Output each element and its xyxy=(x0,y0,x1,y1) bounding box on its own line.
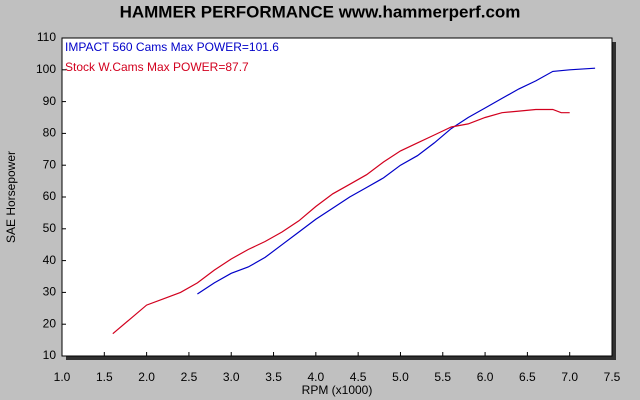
y-tick-label: 60 xyxy=(43,189,57,203)
y-tick-label: 70 xyxy=(43,157,57,171)
y-tick-label: 40 xyxy=(43,253,57,267)
x-tick-label: 1.0 xyxy=(54,370,71,384)
y-axis-title: SAE Horsepower xyxy=(4,151,18,243)
x-tick-label: 2.5 xyxy=(181,370,198,384)
x-tick-label: 4.5 xyxy=(350,370,367,384)
x-tick-label: 6.5 xyxy=(519,370,536,384)
y-tick-label: 90 xyxy=(43,94,57,108)
x-tick-label: 7.5 xyxy=(604,370,621,384)
chart-title: HAMMER PERFORMANCE www.hammerperf.com xyxy=(120,2,521,21)
x-tick-label: 4.0 xyxy=(308,370,325,384)
x-tick-label: 7.0 xyxy=(561,370,578,384)
series-line xyxy=(112,108,570,335)
series-line xyxy=(197,67,596,295)
x-tick-label: 3.0 xyxy=(223,370,240,384)
legend-label: IMPACT 560 Cams Max POWER=101.6 xyxy=(65,40,279,54)
y-tick-label: 110 xyxy=(37,30,56,44)
y-tick-label: 50 xyxy=(43,221,57,235)
y-tick-label: 30 xyxy=(43,285,57,299)
y-tick-label: 100 xyxy=(36,62,56,76)
plot-area xyxy=(61,37,613,357)
legend-label: Stock W.Cams Max POWER=87.7 xyxy=(65,60,249,74)
y-tick-label: 80 xyxy=(43,126,57,140)
x-tick-label: 1.5 xyxy=(96,370,113,384)
y-tick-label: 10 xyxy=(43,348,57,362)
x-tick-label: 6.0 xyxy=(477,370,494,384)
x-axis-title: RPM (x1000) xyxy=(302,383,373,397)
x-tick-label: 3.5 xyxy=(265,370,282,384)
y-tick-label: 20 xyxy=(43,316,57,330)
x-tick-label: 2.0 xyxy=(138,370,155,384)
x-tick-label: 5.5 xyxy=(434,370,451,384)
x-tick-label: 5.0 xyxy=(392,370,409,384)
